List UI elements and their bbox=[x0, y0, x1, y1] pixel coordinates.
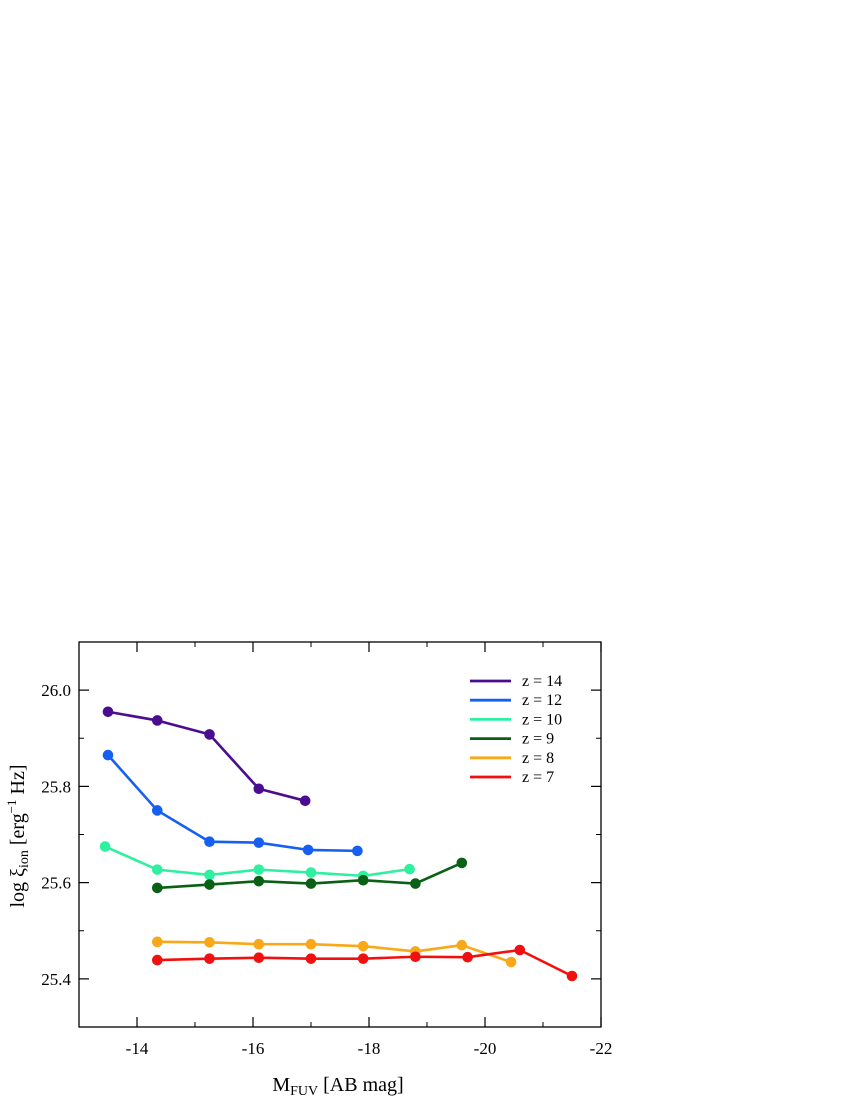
data-point bbox=[152, 864, 163, 875]
data-point bbox=[253, 875, 265, 887]
data-point bbox=[352, 845, 363, 857]
x-axis-title-main: M bbox=[272, 1074, 290, 1096]
data-point bbox=[204, 836, 215, 848]
data-point bbox=[253, 783, 265, 795]
data-point bbox=[357, 874, 369, 886]
x-tick-label: -20 bbox=[474, 1039, 497, 1058]
y-axis-title-end: Hz] bbox=[7, 764, 29, 799]
legend-label: z = 14 bbox=[522, 673, 562, 690]
y-axis-title-mid: [erg bbox=[7, 813, 29, 850]
data-point bbox=[514, 944, 526, 956]
y-tick-label: 25.6 bbox=[41, 874, 71, 893]
x-tick-label: -16 bbox=[242, 1039, 265, 1058]
y-axis-title-prefix: log ξ bbox=[7, 868, 29, 908]
data-point bbox=[204, 869, 215, 881]
data-point bbox=[505, 956, 517, 968]
y-tick-label: 25.8 bbox=[41, 777, 71, 796]
data-point bbox=[566, 970, 578, 982]
data-point bbox=[253, 864, 265, 875]
data-point bbox=[99, 841, 111, 852]
series-line bbox=[157, 940, 512, 964]
data-point bbox=[357, 953, 369, 964]
axis-ticks bbox=[78, 641, 602, 1028]
data-point bbox=[404, 863, 415, 875]
data-point bbox=[204, 879, 215, 890]
data-point bbox=[456, 857, 468, 869]
data-point bbox=[204, 953, 215, 964]
legend-label: z = 9 bbox=[522, 731, 554, 748]
data-point bbox=[462, 951, 473, 963]
x-axis-title: MFUV [AB mag] bbox=[272, 1074, 403, 1099]
series bbox=[152, 936, 517, 968]
x-axis-title-sub: FUV bbox=[290, 1084, 318, 1099]
data-point bbox=[410, 878, 421, 889]
data-point bbox=[152, 715, 163, 726]
y-tick-label: 26.0 bbox=[41, 681, 71, 700]
data-point bbox=[204, 937, 215, 948]
data-point bbox=[410, 951, 421, 963]
series bbox=[102, 749, 363, 857]
data-point bbox=[305, 867, 317, 878]
x-tick-label: -22 bbox=[590, 1039, 613, 1058]
y-axis-title-sub: ion bbox=[17, 850, 32, 868]
data-point bbox=[102, 706, 114, 718]
legend-label: z = 7 bbox=[522, 769, 554, 786]
x-tick-label: -14 bbox=[126, 1039, 149, 1058]
data-point bbox=[102, 749, 114, 761]
series bbox=[102, 706, 311, 807]
legend: z = 14 z = 12 z = 10 z = 9 z = 8 z = 7 bbox=[470, 673, 562, 786]
y-tick-label: 25.4 bbox=[41, 970, 71, 989]
y-axis-title: log ξion [erg−1 Hz] bbox=[4, 764, 32, 907]
data-point bbox=[204, 729, 215, 740]
data-point bbox=[152, 954, 163, 966]
data-point bbox=[253, 938, 265, 950]
x-tick-label: -18 bbox=[358, 1039, 381, 1058]
legend-label: z = 8 bbox=[522, 750, 554, 767]
y-axis-title-sup: −1 bbox=[4, 799, 19, 813]
data-point bbox=[357, 940, 369, 952]
data-point bbox=[152, 936, 163, 948]
data-point bbox=[299, 795, 311, 807]
tick-labels: -14 -16 -18 -20 -22 25.4 25.6 25.8 26.0 bbox=[41, 681, 612, 1058]
legend-label: z = 12 bbox=[522, 692, 562, 709]
data-point bbox=[253, 952, 265, 963]
data-point bbox=[456, 939, 468, 951]
data-point bbox=[305, 938, 317, 950]
x-axis-title-rest: [AB mag] bbox=[318, 1074, 404, 1096]
data-point bbox=[152, 882, 163, 894]
data-point bbox=[302, 844, 314, 856]
series bbox=[152, 944, 578, 982]
data-point bbox=[305, 878, 317, 889]
legend-label: z = 10 bbox=[522, 711, 562, 728]
series-line bbox=[107, 754, 358, 853]
data-point bbox=[253, 837, 265, 848]
series-layer bbox=[99, 706, 578, 982]
data-point bbox=[152, 805, 163, 816]
data-point bbox=[305, 953, 317, 964]
series bbox=[152, 857, 468, 894]
